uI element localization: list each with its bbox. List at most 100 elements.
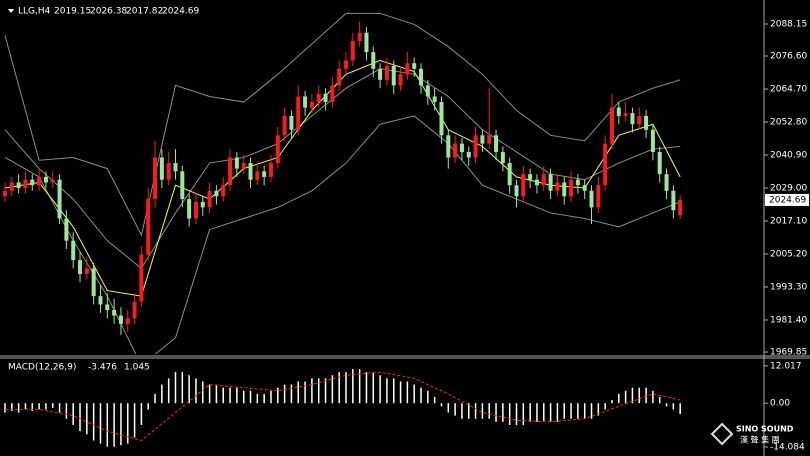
candle-body bbox=[480, 135, 485, 144]
macd-bar bbox=[522, 403, 525, 425]
candle-body bbox=[432, 96, 437, 103]
y-tick-label: 2040.90 bbox=[770, 151, 807, 161]
candle-body bbox=[57, 179, 62, 219]
macd-bar bbox=[4, 403, 6, 413]
ohlc-value: 2019.15 bbox=[54, 7, 91, 17]
macd-bar bbox=[658, 396, 661, 404]
macd-bar bbox=[365, 372, 368, 404]
macd-bar bbox=[154, 393, 156, 404]
macd-bar bbox=[392, 378, 395, 404]
candle-body bbox=[159, 157, 164, 180]
candle-body bbox=[582, 185, 587, 191]
macd-bar bbox=[515, 403, 518, 425]
candle-body bbox=[623, 113, 628, 116]
candle-body bbox=[30, 179, 35, 186]
candle-body bbox=[78, 260, 83, 274]
candle-body bbox=[487, 135, 492, 144]
macd-bar bbox=[229, 387, 231, 404]
macd-bar bbox=[58, 403, 61, 413]
candle-body bbox=[255, 171, 260, 180]
macd-bar bbox=[352, 369, 354, 404]
candle-body bbox=[650, 129, 655, 152]
candle-body bbox=[473, 135, 478, 158]
candle-body bbox=[207, 190, 212, 208]
logo: SINO SOUND 漢 聲 集 團 bbox=[710, 422, 794, 446]
y-tick-label: 1993.30 bbox=[770, 282, 807, 292]
candle-body bbox=[330, 85, 335, 103]
macd-bar bbox=[570, 403, 572, 419]
candle-body bbox=[569, 179, 574, 197]
candle-body bbox=[596, 185, 601, 208]
macd-bar bbox=[338, 372, 340, 404]
macd-bar bbox=[597, 403, 600, 416]
macd-title: MACD(12,26,9) bbox=[8, 363, 76, 373]
candle-body bbox=[371, 52, 376, 69]
macd-bar bbox=[297, 381, 300, 404]
macd-bar bbox=[652, 390, 654, 404]
y-tick-label: 0.00 bbox=[770, 399, 790, 409]
candle-body bbox=[146, 199, 151, 255]
y-tick-label: 2064.70 bbox=[770, 85, 807, 95]
macd-bar bbox=[324, 378, 327, 404]
candle-body bbox=[84, 268, 89, 274]
macd-bar bbox=[618, 393, 620, 404]
candle-body bbox=[664, 174, 669, 191]
macd-bar bbox=[583, 403, 586, 419]
macd-bar bbox=[249, 390, 252, 404]
macd-bar bbox=[413, 384, 415, 404]
candle-body bbox=[173, 163, 178, 172]
y-tick-label: 2017.10 bbox=[770, 216, 807, 226]
macd-bar bbox=[270, 390, 272, 404]
macd-bar bbox=[481, 403, 484, 419]
candle-body bbox=[466, 151, 471, 158]
candle-body bbox=[221, 185, 226, 197]
candle-body bbox=[139, 254, 144, 302]
axes: 2088.15 2076.60 2064.70 2052.80 2040.90 2029.… bbox=[54, 7, 809, 452]
macd-bar bbox=[372, 372, 375, 404]
candle-body bbox=[500, 151, 505, 164]
candle-body bbox=[405, 63, 410, 75]
macd-bar bbox=[311, 378, 313, 404]
candle-body bbox=[309, 102, 314, 108]
candle-body bbox=[23, 179, 28, 188]
macd-bar bbox=[563, 403, 565, 419]
macd-bar bbox=[317, 378, 320, 404]
candle-body bbox=[630, 113, 635, 125]
macd-bar bbox=[174, 372, 177, 404]
candle-body bbox=[541, 174, 546, 186]
candle-body bbox=[234, 157, 239, 169]
candle-body bbox=[187, 199, 192, 219]
candle-body bbox=[364, 32, 369, 53]
macd-bar bbox=[24, 403, 27, 410]
macd-bar bbox=[79, 403, 81, 432]
macd-bar bbox=[236, 387, 238, 404]
candle-body bbox=[391, 65, 396, 86]
y-tick-label: 1981.40 bbox=[770, 315, 807, 325]
candle-body bbox=[43, 176, 48, 183]
macd-bar bbox=[161, 384, 163, 404]
macd-bar bbox=[386, 378, 388, 404]
candle-body bbox=[589, 190, 594, 208]
macd-bar bbox=[549, 403, 552, 422]
candle-body bbox=[71, 240, 76, 261]
macd-bar bbox=[222, 387, 224, 404]
candle-body bbox=[3, 190, 7, 197]
candle-body bbox=[534, 179, 539, 186]
macd-bar bbox=[529, 403, 531, 422]
macd-bar bbox=[406, 381, 409, 404]
y-tick-label: 2005.20 bbox=[770, 249, 807, 259]
macd-bar bbox=[181, 372, 184, 404]
macd-bar bbox=[242, 390, 245, 404]
candle-body bbox=[453, 143, 458, 158]
macd-bar bbox=[45, 403, 47, 410]
menu-arrow bbox=[8, 9, 14, 13]
y-tick-label: 2029.00 bbox=[770, 183, 807, 193]
macd-bar bbox=[17, 403, 20, 413]
candle-body bbox=[105, 304, 110, 310]
macd-bar bbox=[461, 403, 463, 419]
candle-body bbox=[50, 179, 55, 183]
candle-body bbox=[609, 107, 614, 144]
y-tick-label: 2052.80 bbox=[770, 118, 807, 128]
candle-body bbox=[125, 318, 130, 324]
